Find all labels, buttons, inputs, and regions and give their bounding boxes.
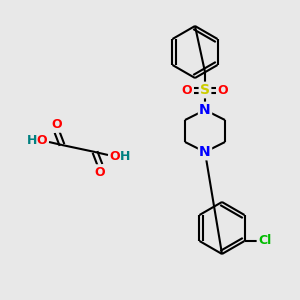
Text: O: O <box>95 166 105 178</box>
Text: Cl: Cl <box>258 235 271 248</box>
Text: O: O <box>52 118 62 131</box>
Text: N: N <box>199 103 211 117</box>
Text: O: O <box>182 83 192 97</box>
Text: H: H <box>27 134 37 146</box>
Text: O: O <box>218 83 228 97</box>
Text: N: N <box>199 145 211 159</box>
Text: S: S <box>200 83 210 97</box>
Text: H: H <box>120 151 130 164</box>
Text: O: O <box>110 151 120 164</box>
Text: O: O <box>37 134 47 146</box>
